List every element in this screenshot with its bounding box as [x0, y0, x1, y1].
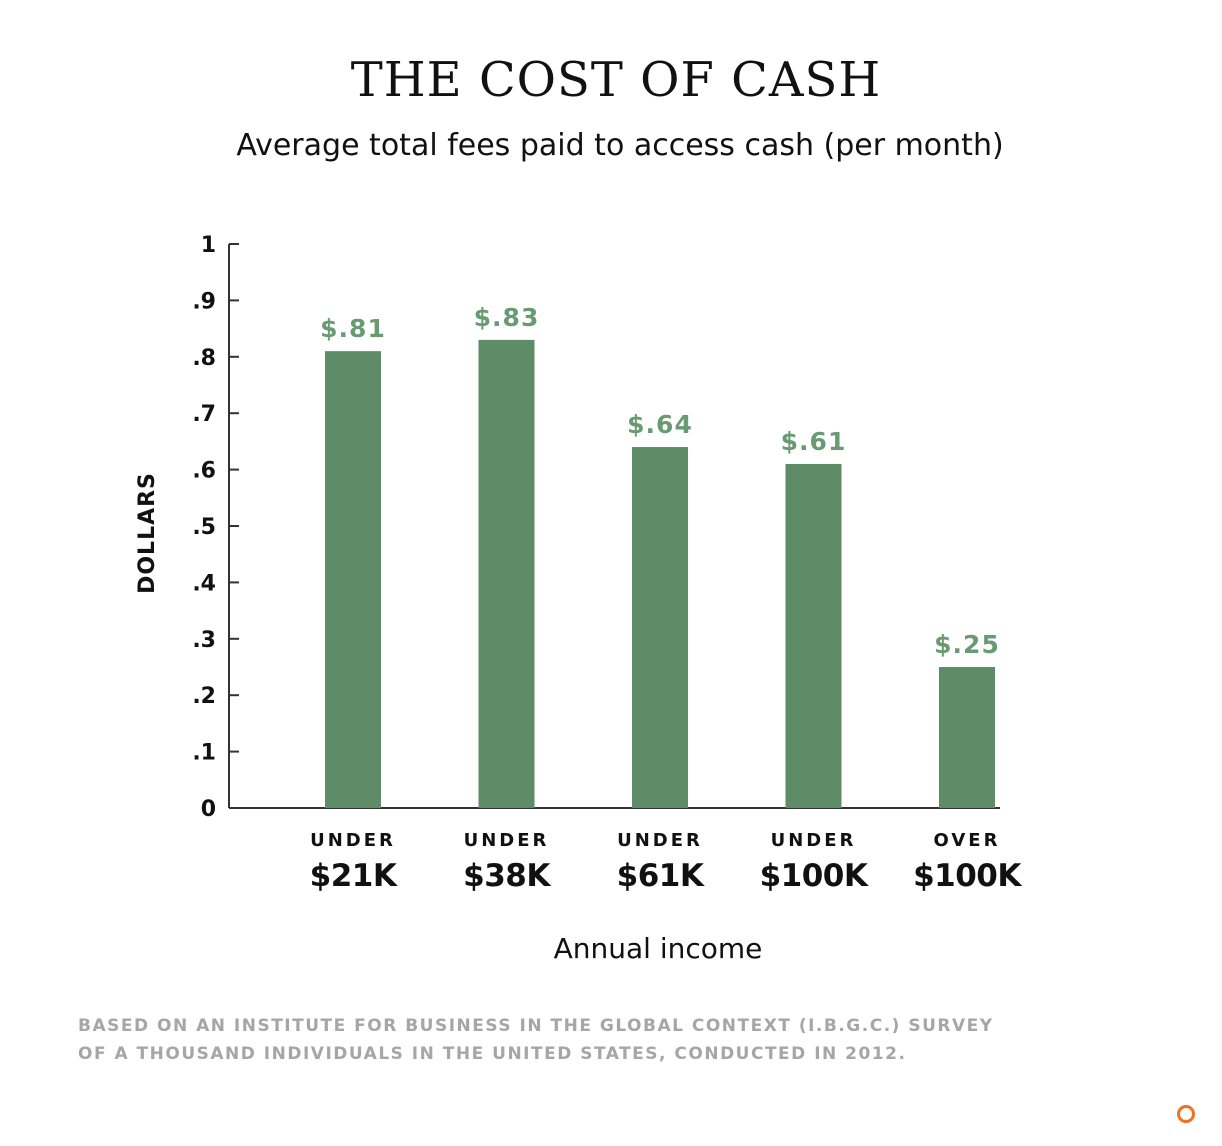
footnote-line: OF A THOUSAND INDIVIDUALS IN THE UNITED …: [78, 1044, 907, 1064]
bar-value-label: $.25: [934, 630, 1000, 659]
x-axis-title: Annual income: [554, 932, 763, 965]
y-axis-title: DOLLARS: [135, 472, 160, 594]
bar: [939, 667, 995, 808]
y-tick-label: .2: [192, 684, 216, 709]
y-tick-label: .5: [192, 515, 216, 540]
bar-chart: 0 .1 .2 .3 .4 .5 .6 .7 .8 .9 1 $.81 $.83 $.64 $.61 $.2…: [135, 233, 1023, 965]
y-tick-label: .6: [192, 459, 216, 484]
x-tick-label-bottom: $61K: [617, 858, 705, 894]
y-tick-label: .9: [192, 289, 216, 314]
x-tick-label-top: UNDER: [771, 830, 857, 851]
chart-subtitle: Average total fees paid to access cash (…: [236, 128, 1004, 163]
bar: [478, 339, 535, 808]
y-tick-label: 0: [201, 797, 216, 822]
x-tick-label-bottom: $100K: [913, 858, 1022, 894]
x-tick-label-top: UNDER: [617, 830, 703, 851]
x-tick-label-top: UNDER: [310, 830, 396, 851]
bars: $.81 $.83 $.64 $.61 $.25: [320, 303, 1000, 808]
bar-value-label: $.81: [320, 314, 386, 343]
x-tick-label-bottom: $21K: [310, 858, 398, 894]
y-tick-label: .4: [192, 571, 216, 596]
source-footnote: BASED ON AN INSTITUTE FOR BUSINESS IN TH…: [78, 1012, 1078, 1068]
x-tick-label-top: UNDER: [464, 830, 550, 851]
logo-ring-icon: [1177, 1105, 1195, 1123]
y-axis-ticks: 0 .1 .2 .3 .4 .5 .6 .7 .8 .9 1: [192, 233, 239, 822]
footnote-line: BASED ON AN INSTITUTE FOR BUSINESS IN TH…: [78, 1016, 994, 1036]
x-tick-label-bottom: $38K: [463, 858, 551, 894]
y-tick-label: .8: [192, 346, 216, 371]
x-tick-label-bottom: $100K: [760, 858, 869, 894]
y-tick-label: 1: [201, 233, 216, 258]
bar: [632, 447, 688, 808]
chart-title: THE COST OF CASH: [350, 52, 882, 108]
bar-value-label: $.61: [781, 427, 847, 456]
x-tick-label-top: OVER: [934, 830, 1001, 851]
bar-value-label: $.64: [627, 410, 693, 439]
bar-value-label: $.83: [474, 303, 540, 332]
y-tick-label: .7: [192, 402, 216, 427]
bar: [325, 351, 381, 808]
y-tick-label: .3: [192, 628, 216, 653]
bar: [785, 463, 842, 808]
x-axis-labels: UNDER $21K UNDER $38K UNDER $61K UNDER $100K OVE…: [310, 830, 1023, 894]
y-tick-label: .1: [192, 741, 216, 766]
